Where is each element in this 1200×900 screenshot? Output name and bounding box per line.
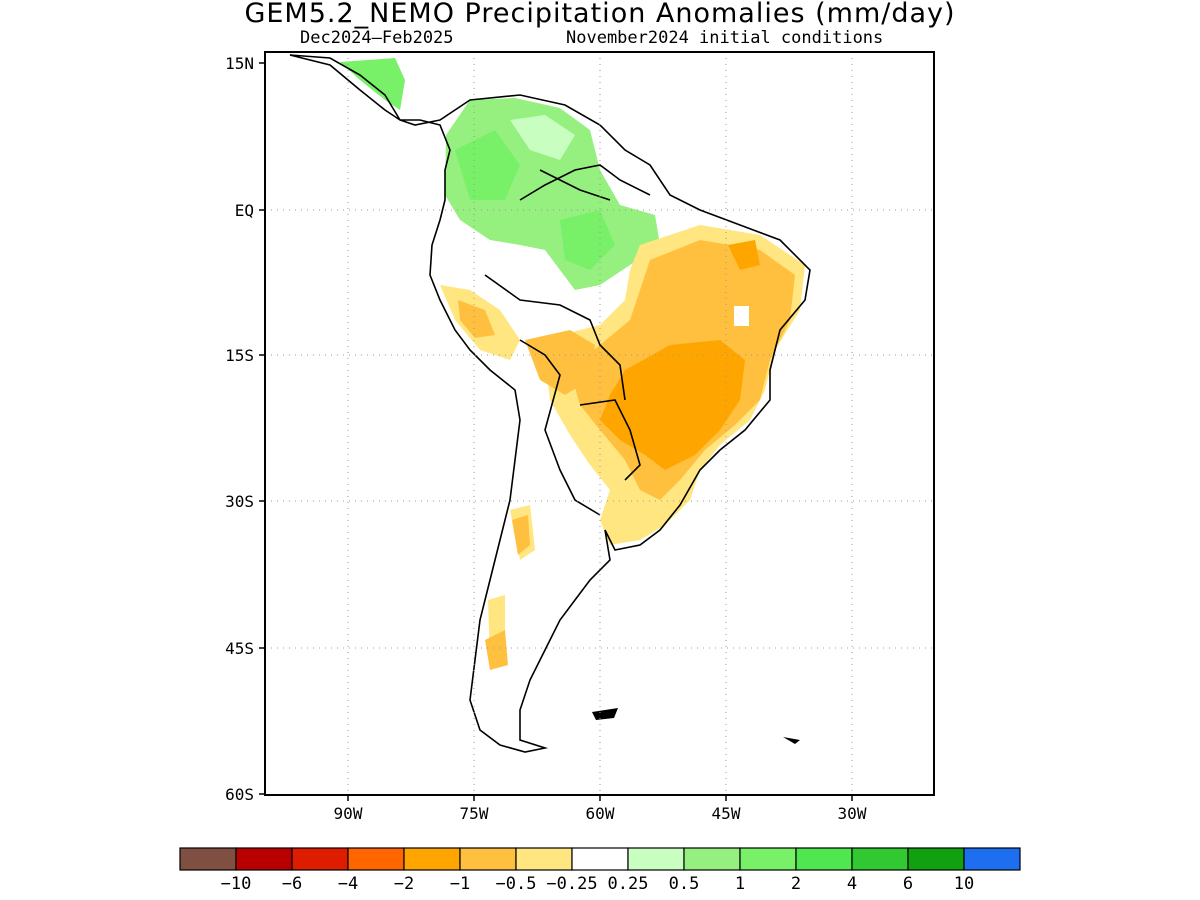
colorbar-label: −0.25 <box>546 874 597 894</box>
colorbar-swatch <box>235 847 293 871</box>
colorbar-swatch <box>459 847 517 871</box>
lon-label: 60W <box>586 804 615 823</box>
lon-label: 30W <box>838 804 867 823</box>
anomaly-deep-orange-northeast <box>728 240 760 270</box>
anomaly-green-central <box>510 115 575 160</box>
season-subtitle: Dec2024–Feb2025 <box>300 28 454 48</box>
colorbar-label: 1 <box>735 874 745 894</box>
longitude-labels: 90W 75W 60W 45W 30W <box>334 804 867 823</box>
anomaly-white-patch <box>734 306 749 326</box>
colorbar-label: −10 <box>221 874 252 894</box>
colorbar-label: −4 <box>338 874 358 894</box>
lat-label: 15S <box>225 346 254 365</box>
colorbar-label: −2 <box>394 874 414 894</box>
colorbar-swatch <box>683 847 741 871</box>
colorbar-swatch <box>963 847 1021 871</box>
latitude-labels: 15N EQ 15S 30S 45S 60S <box>225 54 254 804</box>
colorbar-swatch <box>179 847 237 871</box>
falkland-islands <box>592 708 618 720</box>
colorbar-swatch <box>515 847 573 871</box>
anomaly-orange-patagonia <box>485 630 508 670</box>
colorbar: −10 −6 −4 −2 −1 −0.5 −0.25 0.25 0.5 1 2 4 6 10 <box>179 847 1021 894</box>
lat-label: 15N <box>225 54 254 73</box>
anomaly-orange-bolivia <box>525 330 595 395</box>
colorbar-label: −1 <box>450 874 470 894</box>
colorbar-label: 4 <box>847 874 857 894</box>
lat-label: 45S <box>225 639 254 658</box>
colorbar-label: 6 <box>903 874 913 894</box>
anomaly-orange-chile <box>512 515 530 555</box>
anomaly-deep-orange-brazil <box>600 340 745 470</box>
lat-label: 30S <box>225 492 254 511</box>
colorbar-swatch <box>851 847 909 871</box>
colorbar-swatch <box>739 847 797 871</box>
colorbar-swatch <box>627 847 685 871</box>
colorbar-swatch <box>571 847 629 871</box>
colorbar-label: −6 <box>282 874 302 894</box>
colorbar-swatch <box>403 847 461 871</box>
coastlines <box>289 54 811 753</box>
axis-ticks <box>259 62 853 801</box>
anomaly-field <box>289 54 811 753</box>
init-conditions-subtitle: November2024 initial conditions <box>566 28 884 48</box>
colorbar-swatch <box>347 847 405 871</box>
colorbar-label: 2 <box>791 874 801 894</box>
colorbar-label: 10 <box>954 874 974 894</box>
lat-label: 60S <box>225 785 254 804</box>
colorbar-label: 0.25 <box>608 874 649 894</box>
colorbar-swatch <box>795 847 853 871</box>
colorbar-swatch <box>907 847 965 871</box>
anomaly-green-central-amazon <box>560 210 615 270</box>
lon-label: 45W <box>712 804 741 823</box>
lat-label: EQ <box>235 201 254 220</box>
anomaly-orange-peru <box>458 300 495 338</box>
south-georgia <box>783 737 800 744</box>
lon-label: 90W <box>334 804 363 823</box>
anomaly-green-strong <box>455 130 520 200</box>
map-title: GEM5.2_NEMO Precipitation Anomalies (mm/… <box>244 0 956 29</box>
colorbar-swatch <box>291 847 349 871</box>
colorbar-label: −0.5 <box>496 874 537 894</box>
colorbar-label: 0.5 <box>669 874 700 894</box>
lon-label: 75W <box>460 804 489 823</box>
